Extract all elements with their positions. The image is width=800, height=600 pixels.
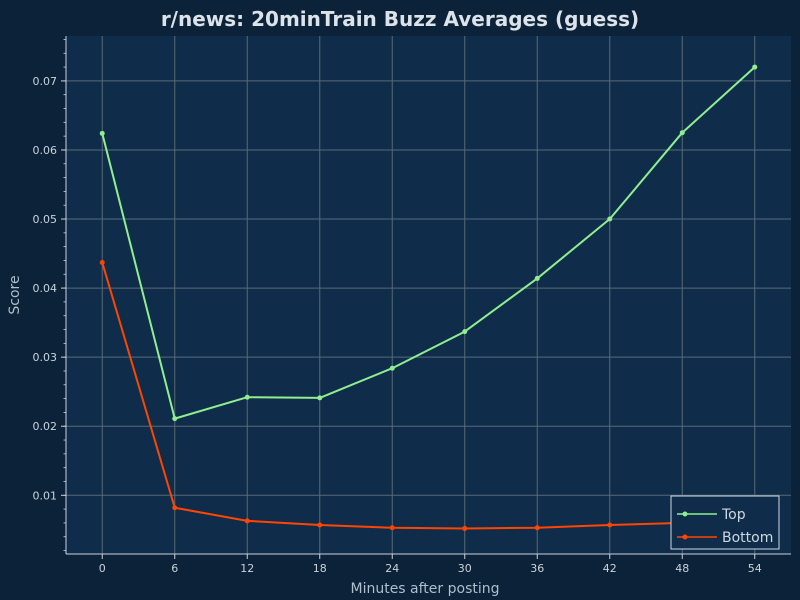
y-tick-label: 0.06 — [33, 144, 58, 157]
gridlines — [66, 36, 791, 554]
data-point-top — [389, 365, 395, 371]
x-tick-label: 12 — [240, 562, 254, 575]
y-axis-label: Score — [7, 275, 23, 314]
data-point-top — [607, 216, 613, 222]
data-point-bottom — [99, 260, 105, 266]
series-line-bottom — [101, 262, 755, 530]
plot-area — [66, 36, 791, 554]
data-point-bottom — [534, 525, 540, 531]
data-point-bottom — [244, 518, 250, 524]
x-axis-label: Minutes after posting — [350, 581, 499, 597]
data-point-top — [99, 130, 105, 136]
y-tick-label: 0.05 — [33, 213, 58, 226]
data-point-bottom — [462, 525, 468, 531]
legend-bottom-label: Bottom — [722, 530, 773, 546]
y-tick-label: 0.07 — [33, 75, 58, 88]
legend-top-marker — [682, 511, 688, 517]
x-tick-label: 48 — [675, 562, 689, 575]
x-tick-label: 6 — [171, 562, 178, 575]
data-point-bottom — [172, 505, 178, 511]
data-point-top — [679, 130, 685, 136]
y-tick-label: 0.01 — [33, 489, 58, 502]
data-point-top — [317, 395, 323, 401]
x-tick-label: 18 — [313, 562, 327, 575]
y-tick-label: 0.02 — [33, 420, 58, 433]
legend-box — [670, 495, 780, 550]
data-point-bottom — [389, 525, 395, 531]
legend-bottom-marker — [682, 534, 688, 540]
chart-title: r/news: 20minTrain Buzz Averages (guess) — [161, 7, 639, 31]
data-point-bottom — [607, 522, 613, 528]
x-tick-label: 42 — [603, 562, 617, 575]
data-point-bottom — [317, 522, 323, 528]
data-point-top — [534, 275, 540, 281]
legend: Top Bottom — [670, 495, 780, 550]
x-tick-label: 24 — [385, 562, 399, 575]
x-tick-label: 54 — [748, 562, 762, 575]
y-tick-label: 0.04 — [33, 282, 58, 295]
x-tick-label: 30 — [458, 562, 472, 575]
data-point-top — [462, 329, 468, 335]
data-point-top — [172, 416, 178, 422]
x-tick-label: 36 — [530, 562, 544, 575]
data-point-top — [752, 64, 758, 70]
axes: 0 6 12 18 24 30 36 42 48 54 0.01 0.02 0.03 0.04 0.05 0.… — [33, 36, 791, 575]
y-tick-label: 0.03 — [33, 351, 58, 364]
legend-top-label: Top — [721, 507, 746, 523]
series-line-top — [101, 66, 756, 420]
x-tick-label: 0 — [99, 562, 106, 575]
data-point-top — [244, 394, 250, 400]
